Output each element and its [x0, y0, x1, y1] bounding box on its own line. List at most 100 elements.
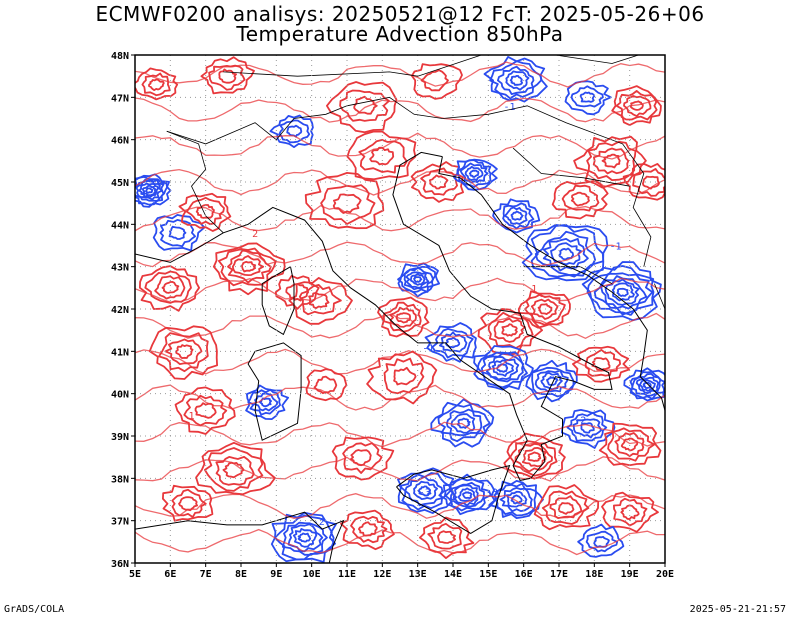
- lon-tick-label: 10E: [303, 569, 321, 580]
- warm-advection-contour: [200, 56, 255, 95]
- cold-advection-contour: [542, 238, 589, 272]
- national-border: [654, 283, 665, 310]
- lat-tick-label: 42N: [111, 305, 129, 316]
- cold-advection-contour: [623, 367, 665, 402]
- coastline: [135, 232, 224, 263]
- lat-tick-label: 48N: [111, 51, 129, 62]
- warm-advection-contour: [204, 447, 264, 492]
- lat-tick-label: 36N: [111, 559, 129, 570]
- warm-advection-contour: [218, 68, 237, 84]
- warm-advection-contour: [178, 496, 198, 512]
- warm-advection-contour: [613, 497, 648, 527]
- warm-advection-contour: [320, 184, 376, 225]
- cold-advection-contour: [629, 371, 665, 400]
- cold-advection-contour: [564, 80, 612, 116]
- lon-tick-label: 11E: [338, 569, 356, 580]
- warm-advection-contour: [614, 432, 645, 457]
- cold-advection-contour: [497, 65, 535, 95]
- warm-advection-contour: [570, 191, 590, 207]
- cold-advection-contour: [281, 521, 328, 556]
- warm-advection-contour: [135, 384, 665, 411]
- warm-advection-contour: [437, 530, 456, 544]
- warm-advection-contour: [383, 357, 425, 395]
- coastline: [223, 151, 613, 481]
- warm-advection-contour: [623, 95, 652, 117]
- lat-lon-grid: [135, 55, 665, 563]
- cold-advection-contour: [579, 91, 596, 103]
- warm-advection-contour: [427, 522, 463, 550]
- cold-advection-contour: [585, 530, 619, 553]
- warm-advection-contour: [527, 451, 542, 462]
- warm-advection-contour: [331, 436, 395, 481]
- warm-advection-contour: [601, 153, 621, 169]
- cold-advection-contour: [297, 532, 312, 543]
- cold-advection-contour: [135, 176, 169, 206]
- national-border: [166, 130, 224, 234]
- lat-tick-label: 41N: [111, 347, 129, 358]
- cold-advection-contour: [604, 278, 640, 306]
- warm-advection-contour: [353, 95, 378, 115]
- cold-advection-contour: [453, 158, 498, 191]
- warm-advection-contour: [493, 317, 526, 343]
- warm-advection-contour: [135, 241, 665, 268]
- warm-advection-contour: [185, 196, 225, 226]
- cold-advection-contour: [417, 485, 432, 497]
- lat-tick-label: 40N: [111, 390, 129, 401]
- cold-advection-contour: [152, 214, 206, 252]
- warm-advection-contour: [215, 456, 255, 486]
- axis-tick-labels: 5E 6E 7E 8E 9E 10E 11E 12E 13E 14E 15E 16E 17E 18E 19E…: [111, 51, 674, 580]
- warm-advection-contour: [586, 140, 637, 181]
- warm-advection-contour: [135, 61, 665, 88]
- cold-advection-contour: [504, 206, 528, 225]
- cold-advection-contour: [145, 187, 154, 194]
- cold-advection-contour: [558, 247, 574, 261]
- coastline: [664, 419, 665, 470]
- warm-advection-contour: [393, 366, 417, 386]
- warm-advection-contour: [549, 495, 583, 519]
- cold-advection-contour: [642, 381, 652, 389]
- advection-contours: -1 1 -2 -3 -1 2 1 -1 -2 -3: [135, 56, 665, 563]
- warm-advection-contour: [530, 298, 559, 320]
- cold-advection-contour: [413, 276, 423, 283]
- warm-advection-contour: [174, 386, 236, 435]
- warm-advection-contour: [615, 90, 658, 121]
- cold-advection-contour: [292, 528, 318, 548]
- cold-advection-contour: [505, 70, 530, 91]
- warm-advection-contour: [411, 63, 463, 100]
- cold-advection-contour: [480, 352, 525, 383]
- warm-advection-contour: [141, 72, 171, 97]
- warm-advection-contour: [517, 290, 571, 329]
- warm-advection-contour: [135, 493, 665, 519]
- warm-advection-contour: [135, 277, 665, 303]
- lon-tick-label: 19E: [621, 569, 639, 580]
- warm-advection-contour: [607, 427, 656, 462]
- warm-advection-contour: [533, 484, 600, 531]
- contour-value-label: 2: [252, 229, 258, 240]
- lon-tick-label: 15E: [479, 569, 497, 580]
- warm-advection-contour: [332, 193, 362, 214]
- cold-advection-contour: [287, 523, 324, 553]
- cold-advection-contour: [403, 266, 434, 291]
- map-title-line1: ECMWF0200 analisys: 20250521@12 FcT: 202…: [95, 2, 705, 26]
- lat-tick-label: 39N: [111, 432, 129, 443]
- warm-advection-contour: [288, 277, 353, 325]
- warm-advection-contour: [231, 255, 265, 276]
- warm-advection-contour: [212, 242, 286, 296]
- cold-advection-contour: [600, 275, 648, 310]
- warm-advection-contour: [135, 132, 665, 160]
- national-border: [166, 96, 443, 145]
- contour-value-label: -2: [574, 415, 586, 426]
- cold-advection-contour: [159, 219, 196, 248]
- national-border: [223, 55, 640, 77]
- warm-advection-contour: [135, 97, 665, 123]
- lon-tick-label: 7E: [200, 569, 212, 580]
- cold-advection-contour: [488, 480, 544, 519]
- warm-advection-contour: [611, 85, 662, 126]
- warm-advection-contour: [241, 260, 257, 273]
- warm-advection-contour: [350, 449, 372, 467]
- cold-advection-contour: [452, 484, 479, 507]
- cold-advection-contour: [546, 376, 559, 386]
- lon-tick-label: 5E: [129, 569, 141, 580]
- contour-value-label: -3: [486, 487, 498, 498]
- lon-tick-label: 12E: [373, 569, 391, 580]
